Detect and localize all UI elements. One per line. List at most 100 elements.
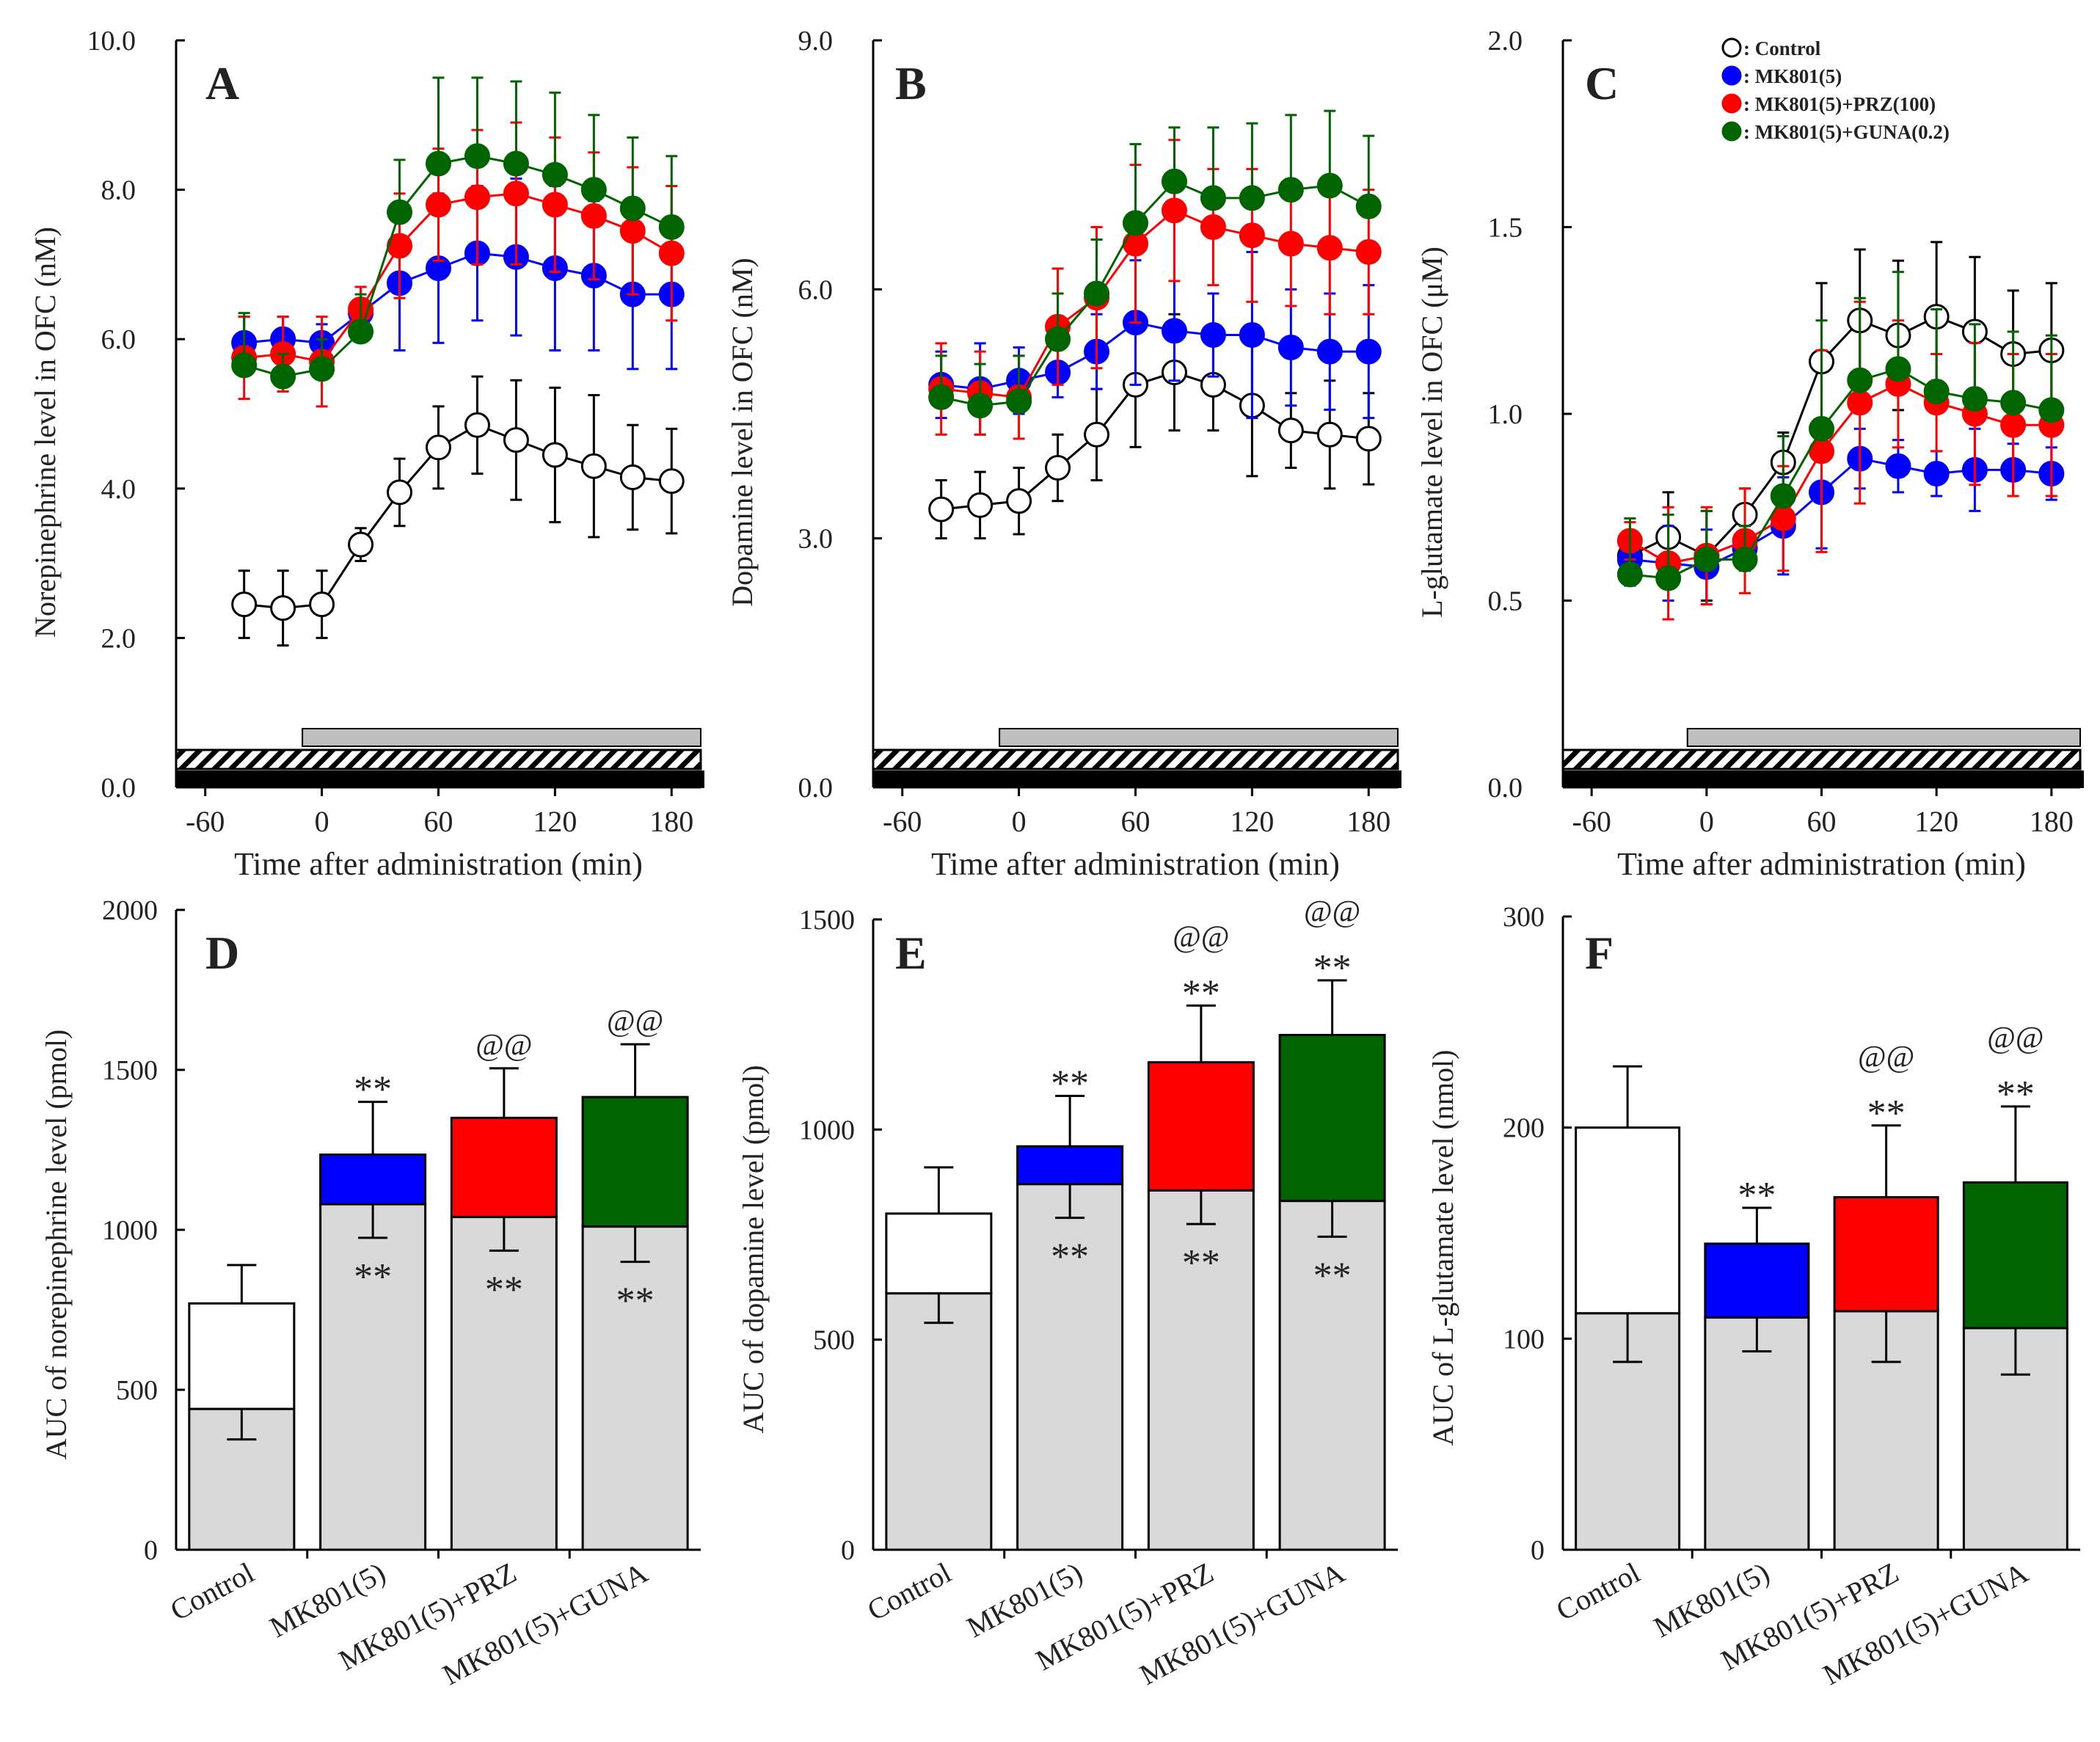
legend-marker: [1721, 93, 1742, 114]
bar-base-1: [1016, 1183, 1124, 1551]
data-point: [1277, 418, 1304, 444]
y-tick-label: 0.5: [1488, 586, 1523, 617]
legend-marker: [1721, 121, 1742, 142]
data-point: [1355, 338, 1382, 365]
x-axis-title: Time after administration (min): [234, 846, 643, 882]
bar-base-2: [450, 1216, 558, 1551]
significance-mark: **: [1182, 972, 1220, 1014]
significance-mark-at: @@: [1858, 1041, 1914, 1074]
y-tick-label: 0.0: [798, 773, 834, 803]
data-point: [1885, 453, 1911, 479]
y-tick-label: 1.5: [1488, 213, 1523, 244]
y-tick-label: 500: [813, 1325, 855, 1356]
y-tick-label: 1500: [799, 905, 855, 936]
significance-mark-at: @@: [475, 1029, 532, 1063]
data-point: [1355, 193, 1382, 219]
x-tick-label: 120: [533, 805, 577, 838]
y-tick-label: 3.0: [798, 524, 834, 555]
x-axis-title: Time after administration (min): [931, 846, 1340, 882]
data-point: [619, 218, 646, 244]
panel-D: 0 500 1000 1500 2000 AUC of norepinephrine le…: [40, 895, 701, 1691]
data-point: [619, 195, 646, 222]
y-tick-label: 100: [1503, 1324, 1545, 1355]
data-point: [348, 318, 374, 345]
data-point: [1355, 238, 1382, 265]
y-axis-title: Dopamine level in OFC (nM): [726, 258, 759, 607]
data-point: [503, 150, 529, 177]
y-tick-label: 0: [1531, 1535, 1545, 1566]
x-tick-label: 120: [1914, 805, 1958, 838]
bar-top-0: [885, 1212, 993, 1295]
data-point: [426, 434, 451, 461]
significance-mark-at: @@: [1987, 1021, 2044, 1055]
data-point: [1239, 222, 1265, 249]
hatched-period-bar: [175, 748, 702, 770]
x-tick-label: -60: [883, 805, 922, 838]
data-point: [580, 453, 607, 479]
x-tick-label: 180: [2030, 805, 2074, 838]
data-point: [967, 393, 994, 419]
data-point: [2000, 390, 2027, 416]
y-tick-label: 1000: [102, 1215, 158, 1246]
series-line: [941, 180, 1369, 407]
data-point: [1200, 185, 1226, 211]
data-point: [1006, 488, 1032, 514]
legend-marker: [1721, 37, 1742, 58]
data-point: [1045, 455, 1071, 481]
series-2: [1616, 300, 2065, 621]
y-tick-label: 4.0: [101, 474, 136, 505]
y-tick-label: 200: [1503, 1113, 1545, 1144]
legend-label: : MK801(5): [1743, 65, 1842, 87]
series-line: [1629, 382, 2052, 565]
series-line: [941, 209, 1369, 398]
data-point: [1355, 426, 1382, 452]
data-point: [348, 531, 374, 558]
y-tick-label: 0: [841, 1535, 855, 1566]
significance-mark: **: [1313, 947, 1352, 989]
data-point: [967, 492, 994, 518]
y-tick-label: 0.0: [101, 773, 136, 803]
bar-top-0: [1575, 1126, 1681, 1315]
significance-mark-at: @@: [1304, 895, 1360, 929]
data-point: [387, 479, 413, 506]
data-point: [503, 427, 529, 453]
y-axis-title: AUC of norepinephrine level (pmol): [40, 1029, 73, 1460]
data-point: [2038, 397, 2065, 423]
y-tick-label: 6.0: [798, 274, 834, 305]
data-point: [928, 384, 955, 410]
series-3: [928, 109, 1382, 419]
data-point: [1161, 318, 1187, 344]
x-tick-label: 60: [424, 805, 453, 838]
x-tick-label: 120: [1230, 805, 1274, 838]
bar-top-2: [450, 1116, 558, 1219]
data-point: [580, 177, 607, 203]
x-tick-label: 0: [315, 805, 329, 838]
data-point: [270, 595, 296, 622]
data-point: [658, 240, 685, 266]
x-tick-label: -60: [186, 805, 225, 838]
y-tick-label: 2.0: [1488, 26, 1523, 57]
gray-period-bar: [999, 728, 1399, 747]
series-line: [244, 192, 673, 363]
data-point: [542, 161, 568, 188]
data-point: [503, 181, 529, 207]
data-point: [1123, 210, 1148, 236]
legend-label: : MK801(5)+PRZ(100): [1743, 93, 1936, 115]
data-point: [387, 199, 413, 225]
series-1: [928, 250, 1382, 436]
x-tick-label: 180: [649, 805, 693, 838]
data-point: [1277, 177, 1304, 203]
bar-top-2: [1833, 1196, 1939, 1313]
data-point: [1084, 280, 1110, 307]
y-tick-label: 6.0: [101, 324, 136, 355]
y-tick-label: 1500: [102, 1055, 158, 1086]
bar-base-3: [581, 1225, 689, 1551]
data-point: [1239, 322, 1265, 349]
data-point: [1923, 378, 1950, 404]
category-label: Control: [1550, 1556, 1645, 1627]
y-tick-label: 2.0: [101, 623, 136, 654]
y-axis-title: Norepinephrine level in OFC (nM): [29, 227, 62, 638]
panel-E: 0 500 1000 1500 AUC of dopamine level (pmol)…: [737, 895, 1398, 1691]
